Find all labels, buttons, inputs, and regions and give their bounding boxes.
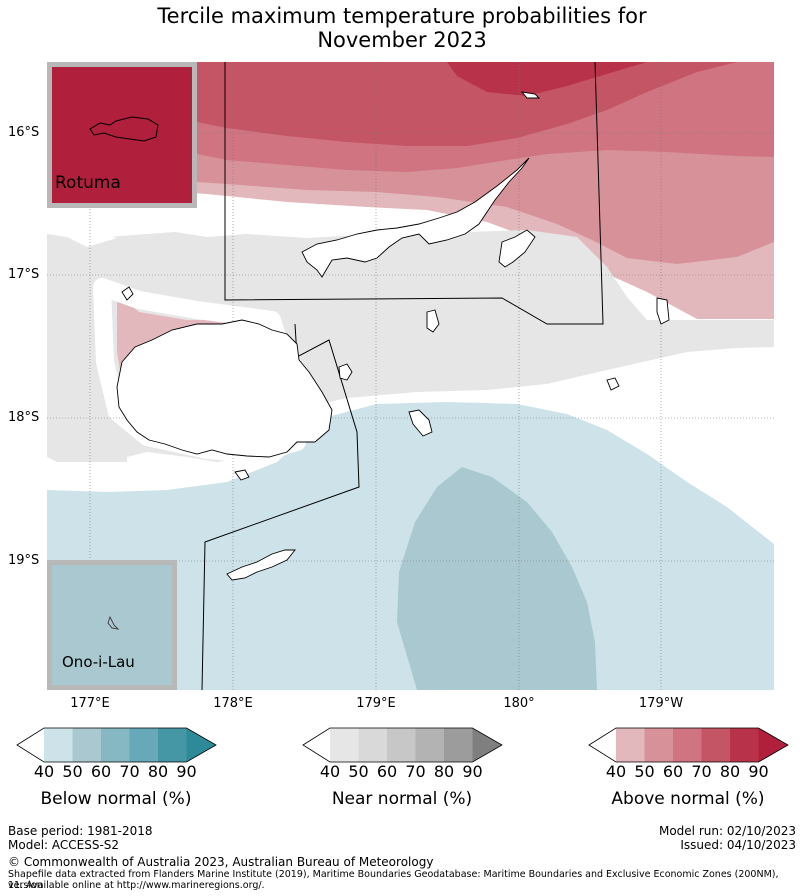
- below-normal-colorbar-title: Below normal (%): [40, 789, 192, 809]
- island-vanua-levu: [301, 157, 530, 278]
- lat-label-18s: 18°S: [8, 410, 40, 425]
- near-normal-colorbar-low-extension: [303, 728, 330, 762]
- near-normal-colorbar-tick-label: 70: [405, 762, 426, 781]
- below-normal-colorbar-low-extension: [17, 728, 44, 762]
- near-normal-colorbar-segment: [444, 728, 473, 762]
- above-normal-colorbar-high-extension: [758, 728, 788, 762]
- island-lakeba: [606, 377, 620, 391]
- near-normal-colorbar-tick-label: 50: [348, 762, 369, 781]
- model-name: Model: ACCESS-S2: [8, 838, 120, 852]
- inset-rotuma: Rotuma: [47, 62, 197, 208]
- inset-ono-i-lau-label: Ono-i-Lau: [62, 653, 135, 671]
- shapefile-credit-line-1: Shapefile data extracted from Flanders M…: [8, 869, 779, 891]
- above-normal-colorbar-tick-label: 60: [662, 762, 684, 781]
- lon-label-179e: 179°E: [356, 696, 396, 711]
- copyright-notice: © Commonwealth of Australia 2023, Austra…: [8, 855, 434, 869]
- below-normal-colorbar-segment: [129, 728, 158, 762]
- island-gau: [408, 409, 433, 437]
- above-normal-colorbar-segment: [616, 728, 645, 762]
- near-normal-colorbar-tick-label: 40: [319, 762, 341, 781]
- near-normal-colorbar-segment: [387, 728, 416, 762]
- near-normal-colorbar-segment: [358, 728, 387, 762]
- above-normal-colorbar-outline: [588, 727, 789, 763]
- island-vanuabalavu: [656, 297, 670, 325]
- above-normal-colorbar-low-extension: [589, 728, 616, 762]
- near-normal-colorbar-outline: [302, 727, 503, 763]
- below-normal-colorbar-outline: [16, 727, 217, 763]
- below-normal-colorbar-tick-label: 70: [119, 762, 140, 781]
- shapefile-credit-line-2: 11. Available online at http://www.marin…: [8, 880, 265, 891]
- island-kadavu: [226, 549, 296, 581]
- above-normal-colorbar-tick-label: 50: [634, 762, 655, 781]
- issued-date: Issued: 04/10/2023: [680, 838, 796, 852]
- base-period: Base period: 1981-2018: [8, 824, 153, 838]
- above-normal-80-zone: [447, 62, 647, 96]
- below-normal-50-zone: [397, 467, 597, 690]
- near-normal-colorbar-tick-label: 80: [433, 762, 455, 781]
- rotuma-island-outline: [89, 116, 159, 142]
- lon-label-180: 180°: [503, 696, 535, 711]
- below-normal-colorbar-tick-label: 80: [147, 762, 169, 781]
- map-panel[interactable]: Rotuma Ono-i-Lau: [47, 62, 774, 690]
- inset-rotuma-label: Rotuma: [55, 173, 121, 193]
- above-normal-colorbar-tick-label: 70: [691, 762, 712, 781]
- graticule: [47, 62, 774, 690]
- near-normal-colorbar: [302, 727, 503, 763]
- lon-label-178e: 178°E: [213, 696, 253, 711]
- below-normal-colorbar-tick-label: 40: [33, 762, 55, 781]
- island-yasawa: [121, 286, 134, 301]
- above-normal-colorbar-tick-label: 90: [748, 762, 769, 781]
- above-normal-colorbar-tick-label: 80: [719, 762, 741, 781]
- near-normal-colorbar-title: Near normal (%): [331, 789, 473, 809]
- below-normal-colorbar-high-extension: [186, 728, 216, 762]
- island-ovalau: [338, 363, 353, 381]
- near-normal-colorbar-high-extension: [472, 728, 502, 762]
- lon-label-179w: 179°W: [638, 696, 684, 711]
- island-beqa: [234, 469, 250, 481]
- above-normal-colorbar: [588, 727, 789, 763]
- above-normal-colorbar-title: Above normal (%): [611, 789, 765, 809]
- map-title: Tercile maximum temperature probabilitie…: [0, 4, 804, 52]
- inset-ono-i-lau: Ono-i-Lau: [47, 560, 177, 690]
- below-normal-colorbar-segment: [158, 728, 187, 762]
- island-koro: [426, 309, 440, 333]
- above-normal-colorbar-segment: [673, 728, 702, 762]
- model-run: Model run: 02/10/2023: [658, 824, 796, 838]
- above-normal-colorbar-segment: [701, 728, 730, 762]
- below-normal-colorbar: [16, 727, 217, 763]
- below-normal-colorbar-segment: [72, 728, 101, 762]
- above-normal-70-zone: [195, 62, 737, 146]
- below-normal-colorbar-tick-label: 60: [90, 762, 112, 781]
- lat-label-16s: 16°S: [8, 125, 40, 140]
- islands: [116, 91, 670, 581]
- near-normal-colorbar-segment: [415, 728, 444, 762]
- lat-label-19s: 19°S: [8, 553, 40, 568]
- lat-label-17s: 17°S: [8, 267, 40, 282]
- near-normal-colorbar-segment: [330, 728, 359, 762]
- above-normal-colorbar-segment: [730, 728, 759, 762]
- above-normal-colorbar-tick-label: 40: [605, 762, 627, 781]
- below-normal-colorbar-segment: [101, 728, 130, 762]
- title-line-1: Tercile maximum temperature probabilitie…: [157, 4, 647, 28]
- below-normal-colorbar-tick-label: 90: [176, 762, 197, 781]
- island-viti-levu: [116, 319, 333, 458]
- above-normal-colorbar-segment: [644, 728, 673, 762]
- below-normal-colorbar-segment: [44, 728, 73, 762]
- title-line-2: November 2023: [317, 28, 487, 52]
- probability-map: [47, 62, 774, 690]
- near-normal-colorbar-tick-label: 60: [376, 762, 398, 781]
- lon-label-177e: 177°E: [70, 696, 110, 711]
- ono-i-lau-island-outline: [107, 615, 120, 630]
- no-signal-gap-west: [47, 217, 117, 247]
- near-normal-colorbar-tick-label: 90: [462, 762, 483, 781]
- below-normal-colorbar-tick-label: 50: [62, 762, 83, 781]
- island-north-rock: [520, 91, 541, 99]
- island-taveuni: [498, 229, 536, 268]
